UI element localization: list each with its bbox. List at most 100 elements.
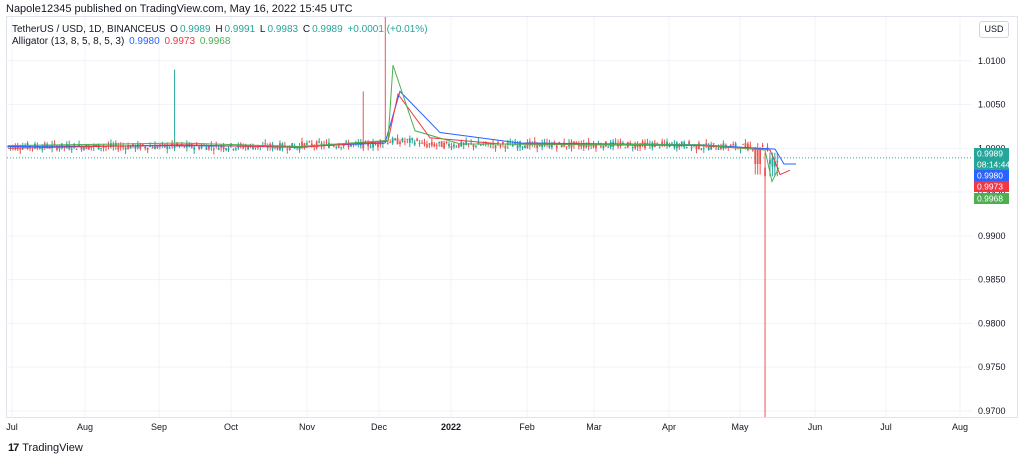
candle-body [742,144,744,145]
candle-body [220,145,223,148]
candle-body [538,143,541,147]
candle-body [53,143,56,145]
candle-body [178,146,181,147]
candle-body [254,147,257,149]
change-value: +0.0001 (+0.01%) [347,24,428,35]
candle-body [707,146,710,150]
low-value: 0.9983 [267,24,299,35]
candle-body [156,146,159,149]
candle-body [41,147,44,150]
currency-button[interactable]: USD [979,21,1009,38]
candle-body [318,141,321,143]
candle-body [411,138,414,141]
open-label: O [170,24,178,35]
candle-body [389,142,392,143]
candle-body [416,138,419,141]
candle-body [695,145,698,150]
candle-body [514,141,517,146]
candle-body [288,145,291,150]
candle-body [624,147,627,149]
close-label: C [302,24,311,35]
candle-body [46,144,49,147]
alligator-lines [7,64,796,184]
candle-body [565,146,568,148]
jaw-value: 0.9980 [129,36,160,47]
candle-body [198,146,200,149]
candle-body [658,146,661,148]
candle-body [729,145,732,147]
candle-body [421,142,423,144]
candle-body [325,142,328,144]
candle-body [342,144,345,146]
price-marker-label: 0.9968 [977,194,1003,204]
candle-body [489,146,492,148]
x-tick-label: Apr [662,422,676,432]
candle-body [340,147,343,148]
candle-body [541,142,543,148]
low-label: L [259,24,266,35]
candle-body [465,141,468,145]
candle-body [754,148,757,165]
x-tick-label: Jul [880,422,892,432]
candle-body [435,144,438,146]
candle-body [773,161,776,167]
candle-body [739,149,742,151]
indicator-name: Alligator (13, 8, 5, 8, 5, 3) [12,36,125,47]
candle-body [761,145,764,147]
alligator-legend[interactable]: Alligator (13, 8, 5, 8, 5, 3) 0.9980 0.9… [12,36,232,47]
candle-body [29,146,31,148]
candle-body [759,148,762,165]
candle-body [426,144,428,148]
brand-name: TradingView [22,442,83,454]
price-marker-bg [974,170,1009,181]
open-value: 0.9989 [179,24,211,35]
y-tick-label: 0.9700 [978,406,1006,416]
candle-body [710,144,713,150]
candle-body [205,146,208,151]
candle-body [234,147,237,150]
candle-body [183,145,186,148]
candle-body [144,146,147,149]
candle-body [374,144,377,146]
price-marker-bg [974,193,1009,204]
candle-body [391,138,394,144]
candle-body [362,141,365,149]
candle-body [225,148,227,150]
candle-body [242,146,245,149]
candle-body [509,142,512,143]
candle-body [715,148,717,150]
candle-body [504,145,507,149]
candle-body [560,144,563,148]
high-value: 0.9991 [224,24,256,35]
candle-body [212,148,215,151]
candle-body [595,144,597,149]
candle-body [494,145,497,148]
candle-body [661,141,664,144]
alligator-teeth-line [7,92,791,176]
candle-body [639,144,641,148]
candle-body [146,147,149,150]
candle-body [450,146,453,148]
candle-body [423,142,426,145]
x-tick-label: Aug [77,422,93,432]
candle-body [656,142,659,144]
candle-body [350,144,352,147]
candle-body [100,147,102,149]
teeth-value: 0.9973 [164,36,196,47]
candle-body [406,139,409,141]
candle-body [477,141,480,145]
candle-body [56,146,58,150]
price-axis: 1.01001.00501.00000.99500.99000.98500.98… [978,56,1006,416]
candle-body [580,143,583,147]
candle-body [732,144,735,146]
candle-body [475,145,477,147]
symbol-name: TetherUS / USD, 1D, BINANCEUS [12,24,166,35]
candle-body [232,149,235,150]
candle-body [80,146,83,150]
candle-body [472,144,475,147]
candle-body [734,143,737,148]
candle-body [428,143,431,145]
candle-body [173,145,176,149]
